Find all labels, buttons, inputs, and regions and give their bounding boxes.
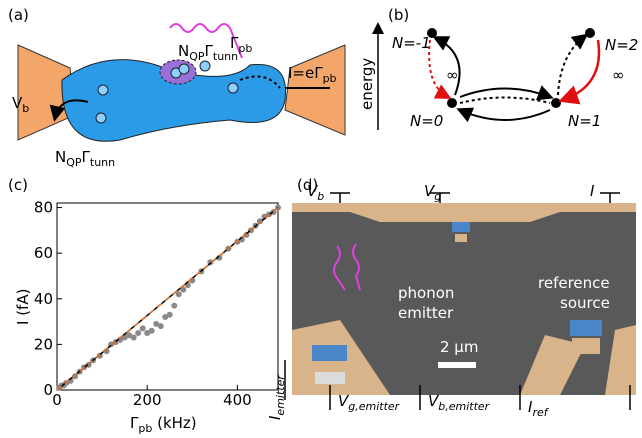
emitter-label: phonon: [398, 284, 454, 302]
current-label-part: I=eΓ: [288, 64, 323, 82]
y-axis-label-part: I (fA): [14, 289, 32, 325]
scale-label: 2 μm: [440, 338, 478, 356]
x-tick-label: 0: [52, 391, 62, 409]
tunnel-label-part: N: [178, 42, 189, 60]
point: [131, 335, 137, 341]
state-label: N=2: [605, 36, 638, 54]
y-tick-label: 20: [34, 335, 53, 353]
point: [149, 328, 155, 334]
x-axis-label-part: pb: [138, 422, 152, 435]
current-label-part: pb: [323, 72, 337, 85]
rate-label-part: pb: [238, 42, 252, 55]
state-label: N=-1: [392, 34, 431, 52]
bias-label-part: b: [22, 102, 29, 115]
infinity: ∞: [446, 66, 459, 84]
panel-label: (c): [8, 176, 28, 194]
point: [158, 323, 164, 329]
point: [171, 303, 177, 309]
tunnel-label: NQPΓtunn: [55, 148, 115, 169]
tunnel-label-part: tunn: [213, 50, 238, 63]
current-label-part: ref: [532, 406, 549, 419]
panel-label: (b): [388, 6, 409, 24]
figure: (a)ΓpbNQPΓtunnI=eΓpbVbNQPΓtunn(b)energyN…: [0, 0, 642, 438]
current-label: Iref: [528, 398, 550, 419]
voltage-label-part: b: [317, 190, 324, 203]
voltage-label-part: g: [434, 190, 441, 203]
energy-label: energy: [358, 58, 376, 110]
tunnel-label-part: N: [55, 148, 66, 166]
emitter-label: emitter: [398, 304, 454, 322]
x-axis-label: Γpb (kHz): [130, 414, 197, 435]
x-tick-label: 200: [133, 391, 162, 409]
tunnel-label-part: QP: [189, 50, 205, 63]
panel-label: (a): [8, 6, 29, 24]
reference-label: reference: [538, 274, 610, 292]
fit-line: [57, 208, 278, 390]
y-tick-label: 80: [34, 199, 53, 217]
x-tick-label: 400: [223, 391, 252, 409]
point: [140, 325, 146, 331]
voltage-label: Vg: [424, 182, 441, 203]
voltage-label-part: b,emitter: [438, 400, 490, 413]
y-tick-label: 40: [34, 290, 53, 308]
state-label: N=0: [410, 112, 443, 130]
voltage-label: Vb,emitter: [428, 392, 491, 413]
current-label: I: [590, 182, 595, 200]
voltage-label: Vb: [307, 182, 324, 203]
infinity: ∞: [612, 66, 625, 84]
reference-label: source: [560, 294, 610, 312]
y-tick-label: 60: [34, 244, 53, 262]
state-label: N=1: [568, 112, 601, 130]
voltage-label: Vg,emitter: [338, 392, 401, 413]
x-axis-label-part: (kHz): [152, 414, 196, 432]
y-axis-label: I (fA): [14, 289, 32, 325]
tunnel-label-part: QP: [66, 156, 82, 169]
current-label: Iemitter: [266, 374, 287, 420]
point: [167, 312, 173, 318]
voltage-label-part: g,emitter: [348, 400, 400, 413]
current-label-part: emitter: [274, 374, 287, 416]
tunnel-label-part: tunn: [90, 156, 115, 169]
y-tick-label: 0: [43, 381, 53, 399]
point: [135, 330, 141, 336]
